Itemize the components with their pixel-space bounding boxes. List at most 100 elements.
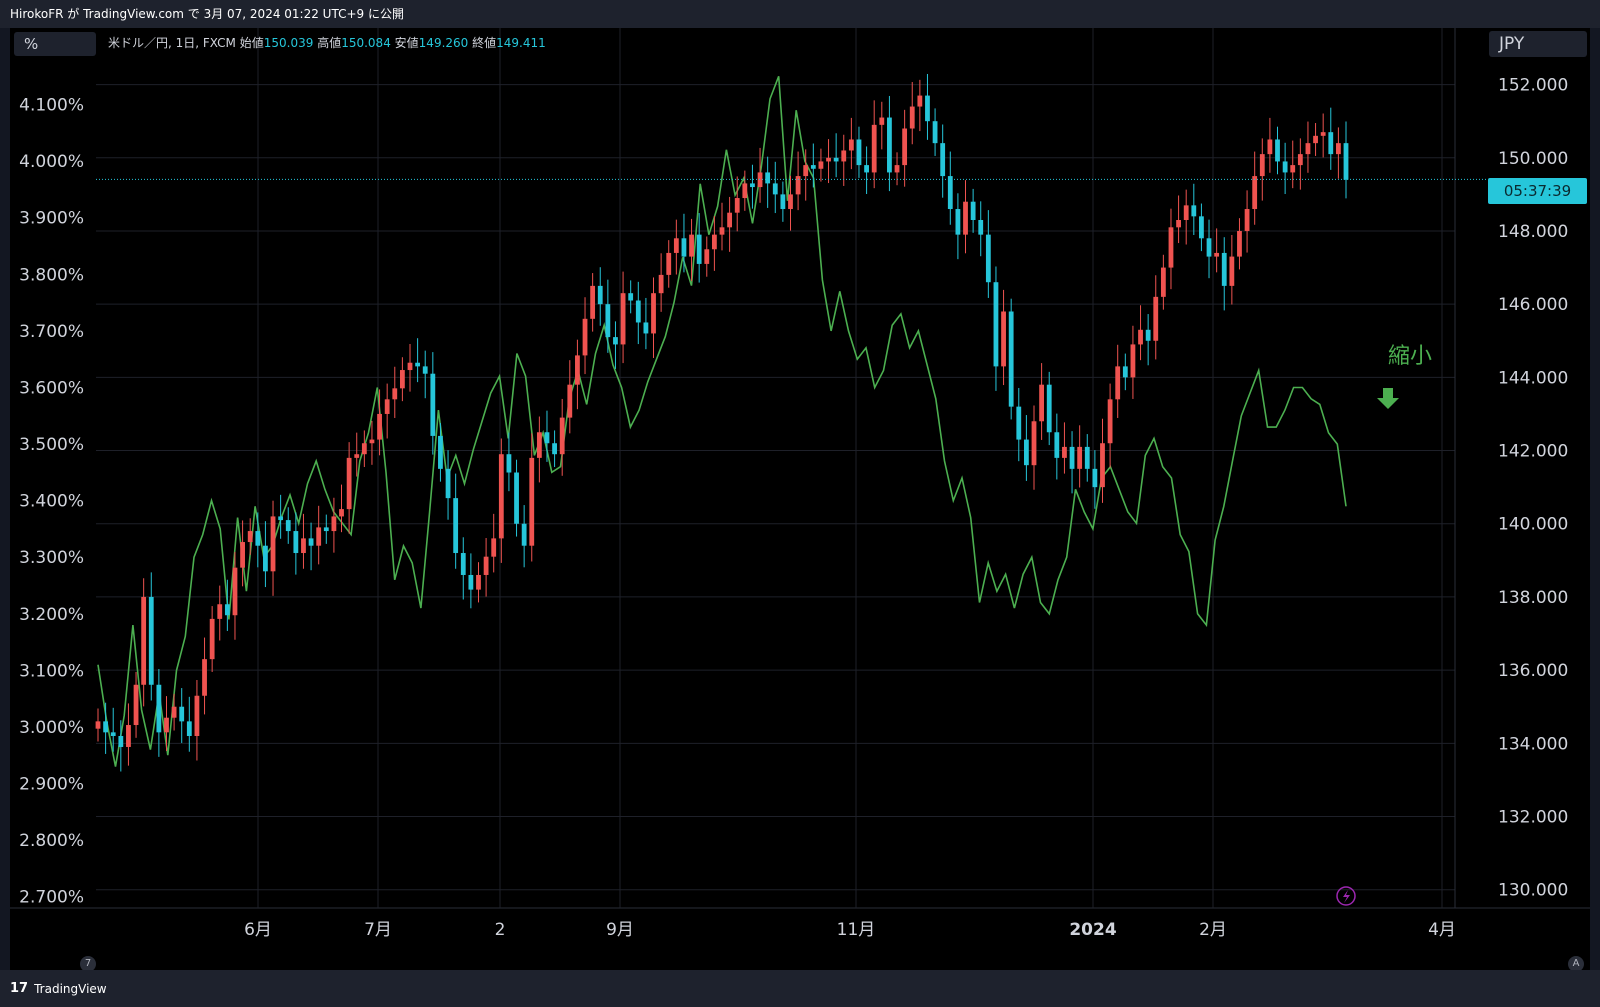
candle-body: [871, 124, 877, 173]
candle-body: [635, 300, 641, 323]
candle-body: [354, 454, 360, 458]
legend-open: 150.039: [263, 36, 314, 50]
candle-body: [331, 516, 337, 532]
candle-body: [864, 165, 869, 173]
candle-body: [392, 388, 398, 400]
x-axis: 6月 7月 2 9月 11月 2024 2月 4月: [244, 920, 1456, 940]
right-tick-label: 142.000: [1498, 442, 1568, 462]
grid: [10, 28, 1590, 909]
footer-brand: TradingView: [34, 981, 107, 996]
candle-body: [985, 234, 991, 283]
candle-body: [947, 176, 953, 210]
candle-body: [1259, 154, 1265, 177]
legend-close-label: 終値: [472, 36, 497, 50]
candle-body: [110, 732, 116, 736]
yield-line-path: [97, 76, 1347, 767]
tradingview-logo-icon: 17: [10, 981, 29, 996]
candle-body: [1130, 344, 1136, 378]
chart-svg[interactable]: 4.100% 4.000% 3.900% 3.800% 3.700% 3.600% 3.50…: [10, 28, 1590, 970]
candle-body: [1153, 296, 1159, 341]
candle-body: [377, 413, 382, 440]
x-tick-label: 7月: [364, 920, 392, 940]
candle-body: [422, 366, 428, 374]
left-tick-label: 3.300%: [19, 548, 84, 568]
x-tick-label: 2024: [1069, 920, 1116, 940]
candle-body: [1016, 406, 1022, 440]
candle-body: [757, 172, 763, 188]
candle-body: [818, 161, 824, 169]
right-tick-label: 138.000: [1498, 588, 1568, 608]
candle-body: [887, 117, 892, 173]
candle-body: [658, 274, 664, 294]
candle-body: [1221, 252, 1227, 286]
x-tick-label: 4月: [1428, 920, 1456, 940]
candle-body: [879, 117, 885, 125]
candle-body: [620, 293, 626, 345]
down-arrow-icon: [1377, 388, 1399, 409]
candle-body: [666, 252, 672, 275]
candle-body: [993, 282, 999, 367]
candle-body: [126, 725, 131, 747]
candle-body: [970, 201, 976, 220]
candle-body: [696, 234, 702, 264]
candle-body: [1282, 161, 1288, 173]
legend-open-label: 始値: [239, 36, 264, 50]
candle-body: [1138, 329, 1143, 345]
auto-scale-badge[interactable]: A: [1568, 956, 1584, 972]
candle-body: [1320, 132, 1326, 136]
candle-body: [438, 435, 443, 469]
candle-body: [240, 542, 245, 568]
candle-body: [940, 143, 946, 177]
candle-body: [1054, 432, 1060, 458]
candle-body: [734, 198, 740, 213]
candle-body: [978, 220, 984, 235]
left-tick-label: 3.600%: [19, 378, 84, 398]
candle-body: [673, 238, 679, 253]
candle-body: [263, 545, 268, 572]
left-tick-label: 3.700%: [19, 322, 84, 342]
candle-body: [369, 439, 375, 444]
candle-body: [399, 370, 405, 389]
candle-body: [963, 201, 968, 235]
candle-body: [833, 157, 839, 162]
left-tick-label: 2.900%: [19, 775, 84, 795]
timezone-badge[interactable]: 7: [80, 956, 96, 972]
candle-body: [1145, 329, 1151, 341]
candle-body: [628, 293, 634, 301]
candle-body: [643, 322, 649, 334]
candle-body: [514, 472, 519, 524]
candle-body: [186, 721, 192, 736]
candle-body: [1199, 216, 1204, 239]
candle-body: [1191, 205, 1197, 217]
candle-body: [453, 498, 459, 554]
candle-body: [293, 531, 299, 554]
candle-body: [727, 212, 733, 228]
candle-body: [529, 457, 535, 546]
candle-body: [346, 457, 352, 510]
candle-body: [582, 318, 588, 356]
candle-body: [780, 194, 786, 210]
candle-body: [955, 209, 961, 235]
candle-body: [689, 234, 694, 257]
candle-body: [156, 684, 162, 733]
candlestick-series: [95, 73, 1349, 772]
candle-body: [605, 304, 611, 338]
candle-body: [278, 516, 284, 521]
candle-body: [1039, 384, 1045, 422]
currency-selector[interactable]: JPY: [1489, 31, 1587, 57]
chart-area[interactable]: 4.100% 4.000% 3.900% 3.800% 3.700% 3.600% 3.50…: [10, 28, 1590, 970]
candle-body: [651, 293, 656, 334]
candle-body: [1084, 446, 1090, 469]
candle-body: [498, 454, 504, 539]
unit-selector[interactable]: %: [14, 32, 96, 56]
candle-body: [1031, 421, 1037, 466]
left-tick-label: 4.100%: [19, 96, 84, 116]
candle-body: [1176, 220, 1181, 228]
currency-label: JPY: [1499, 34, 1525, 54]
candle-body: [544, 432, 550, 444]
candle-body: [232, 567, 238, 616]
right-axis: 152.000 150.000 148.000 146.000 144.000 142.0…: [1498, 76, 1568, 901]
candle-body: [133, 684, 139, 726]
candle-body: [1008, 311, 1014, 407]
candle-body: [1237, 230, 1242, 257]
